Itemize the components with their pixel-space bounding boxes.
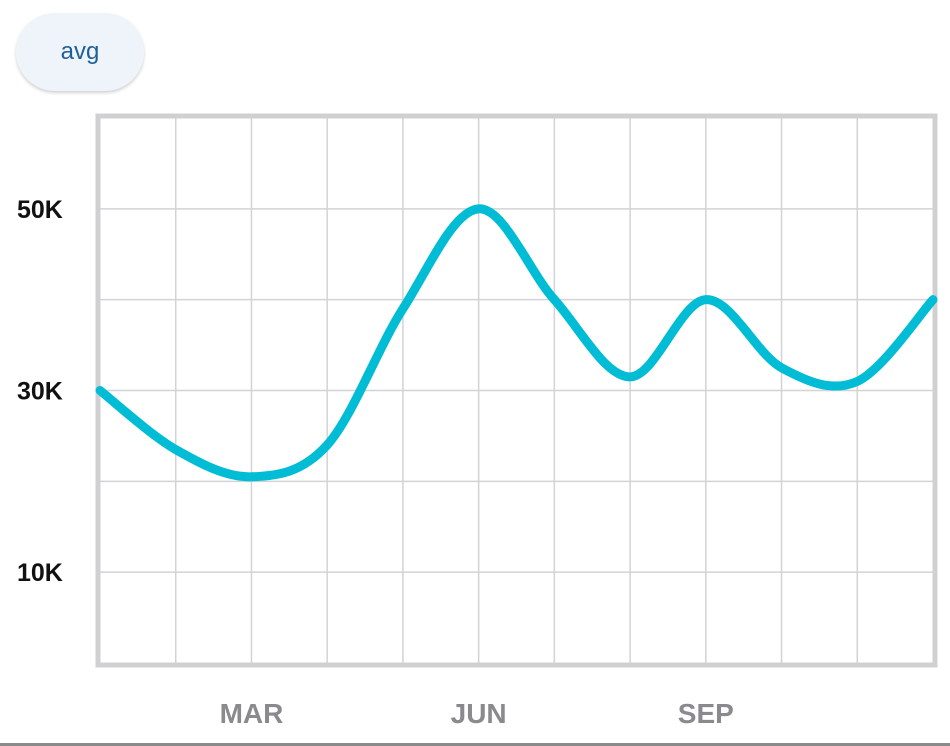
y-tick-label: 10K	[17, 559, 63, 587]
y-tick-label: 30K	[17, 378, 63, 406]
x-tick-label: JUN	[451, 698, 507, 729]
x-tick-label: SEP	[678, 698, 734, 729]
avg-toggle-button[interactable]: avg	[16, 13, 144, 91]
bottom-divider	[0, 743, 950, 746]
x-tick-label: MAR	[220, 698, 284, 729]
series-line	[95, 204, 938, 482]
y-tick-label: 50K	[17, 196, 63, 224]
